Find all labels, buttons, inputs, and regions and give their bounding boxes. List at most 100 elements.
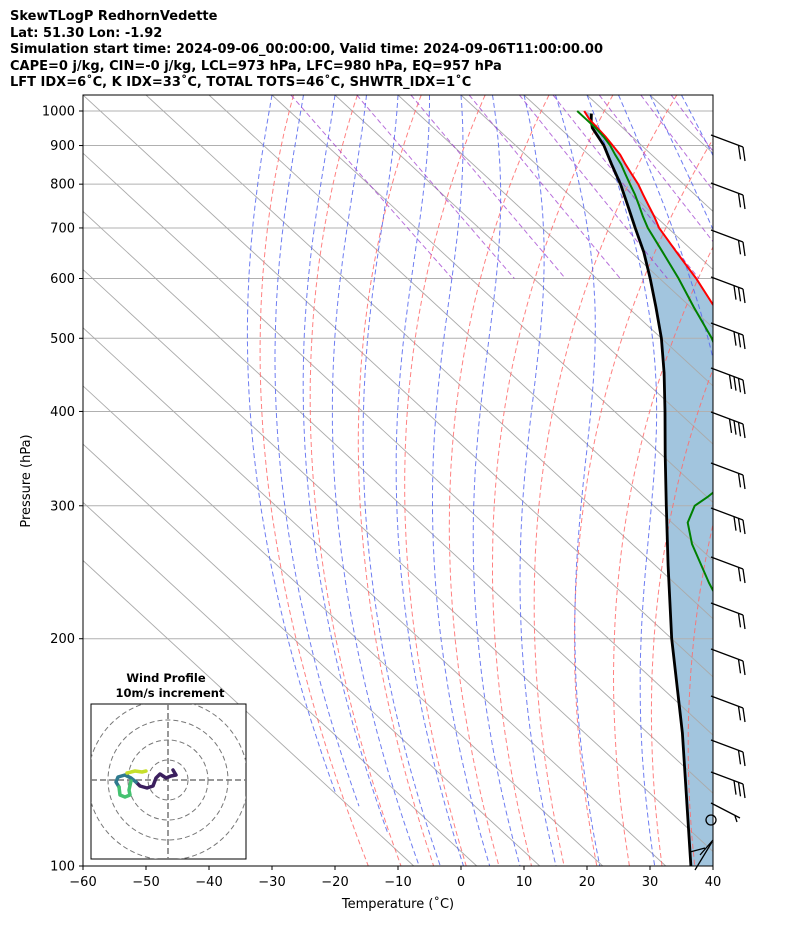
wind-profile-hodograph: Wind Profile 10m/s increment (90, 671, 247, 860)
y-tick-label: 300 (50, 499, 75, 514)
x-tick-label: 0 (457, 875, 465, 890)
wind-barb-surface (689, 802, 741, 871)
wind-barb (710, 367, 746, 395)
y-tick-label: 400 (50, 405, 75, 420)
wind-barb (710, 229, 746, 257)
wind-barb (710, 648, 746, 676)
hodograph-title: Wind Profile (126, 671, 206, 685)
mixing-ratio-line (598, 95, 713, 243)
isotherm-line (523, 95, 713, 271)
dry-adiabat-line (492, 95, 614, 866)
dry-adiabat-line (650, 367, 713, 866)
moist-adiabat-line (246, 95, 336, 793)
dry-adiabat-lines (259, 95, 794, 866)
wind-barb (710, 507, 746, 535)
y-axis-label: Pressure (hPa) (19, 434, 34, 527)
y-tick-label: 600 (50, 272, 75, 287)
wind-barb (710, 739, 746, 767)
cape-shaded-area (584, 111, 713, 866)
header-line-title: SkewTLogP RedhornVedette (10, 9, 218, 24)
x-tick-label: 40 (705, 875, 722, 890)
wind-barb (710, 276, 746, 304)
x-tick-label: −20 (321, 875, 348, 890)
temperature-line (583, 110, 713, 307)
isotherm-line (145, 95, 713, 620)
wind-barb (710, 182, 746, 210)
x-axis-ticks: −60 −50 −40 −30 −20 −10 0 10 20 30 40 (69, 866, 721, 890)
dry-adiabat-line (724, 95, 794, 866)
x-tick-label: −40 (195, 875, 222, 890)
isotherm-line (460, 95, 713, 329)
moist-adiabat-line (681, 95, 713, 157)
hodograph-subtitle: 10m/s increment (116, 686, 225, 700)
x-tick-label: −50 (132, 875, 159, 890)
hodograph-rings (91, 704, 246, 859)
dry-adiabat-line (448, 95, 550, 866)
wind-barbs (689, 134, 746, 871)
hodograph-trace-segment (117, 779, 133, 799)
dry-adiabat-line (309, 95, 402, 866)
moist-adiabat-line (274, 95, 360, 807)
header-line-indices-2: LFT IDX=6˚C, K IDX=33˚C, TOTAL TOTS=46˚C… (10, 75, 472, 90)
y-tick-label: 500 (50, 332, 75, 347)
y-tick-label: 100 (50, 860, 75, 875)
wind-barb (710, 556, 746, 584)
chart-header: SkewTLogP RedhornVedette Lat: 51.30 Lon:… (10, 9, 603, 92)
moist-adiabat-line (712, 95, 713, 97)
mixing-ratio-line (356, 95, 515, 279)
header-line-times: Simulation start time: 2024-09-06_00:00:… (10, 42, 603, 57)
isobar-grid (83, 110, 713, 866)
wind-barb (710, 322, 746, 350)
isotherm-line (334, 95, 713, 445)
hodograph-ring (147, 759, 189, 801)
parcel-profile-line (589, 113, 693, 866)
y-axis-ticks: 1000 900 800 700 600 500 400 300 200 100 (42, 104, 83, 875)
isotherm-line (83, 268, 713, 853)
isotherm-line (712, 95, 713, 96)
wind-barb (710, 411, 746, 439)
isotherm-line (83, 327, 667, 866)
isotherm-line (83, 95, 713, 678)
mixing-ratio-line (519, 95, 668, 279)
mixing-ratio-line (640, 95, 713, 192)
isotherm-line (271, 95, 713, 503)
dewpoint-line (576, 110, 713, 593)
dry-adiabat-line (612, 245, 713, 866)
y-tick-label: 800 (50, 178, 75, 193)
moist-adiabat-line (302, 95, 389, 835)
x-tick-label: −30 (258, 875, 285, 890)
hodograph-trace-segment (134, 768, 178, 790)
isotherm-lines (83, 95, 713, 866)
x-tick-label: 20 (579, 875, 596, 890)
cape-shade-layer (584, 111, 713, 866)
isotherm-line (83, 443, 541, 866)
x-tick-label: −60 (69, 875, 96, 890)
isotherm-line (83, 152, 713, 736)
x-tick-label: −10 (384, 875, 411, 890)
isotherm-line (83, 501, 478, 866)
x-axis-label: Temperature (˚C) (341, 896, 454, 912)
mixing-ratio-line (290, 95, 453, 279)
header-line-indices-1: CAPE=0 j/kg, CIN=-0 j/kg, LCL=973 hPa, L… (10, 58, 502, 74)
isotherm-line (83, 559, 415, 866)
x-tick-label: 30 (642, 875, 659, 890)
y-tick-label: 900 (50, 139, 75, 154)
dry-adiabat-line (759, 95, 794, 866)
wind-barb (710, 771, 746, 799)
moist-adiabat-line (555, 95, 601, 866)
dry-adiabat-line (259, 95, 369, 866)
hodograph-trace-segment (114, 773, 138, 789)
wind-barb (710, 695, 746, 723)
header-line-location: Lat: 51.30 Lon: -1.92 (10, 25, 163, 41)
isotherm-line (397, 95, 713, 387)
dry-adiabat-line (404, 95, 486, 866)
isotherm-line (83, 385, 604, 866)
hodograph-trace-segment (125, 769, 148, 775)
dry-adiabat-line (357, 95, 435, 866)
isotherm-line (83, 210, 713, 794)
dry-adiabat-line (573, 138, 713, 866)
y-tick-label: 700 (50, 221, 75, 236)
wind-barb (710, 134, 746, 162)
wind-barb (710, 462, 746, 490)
